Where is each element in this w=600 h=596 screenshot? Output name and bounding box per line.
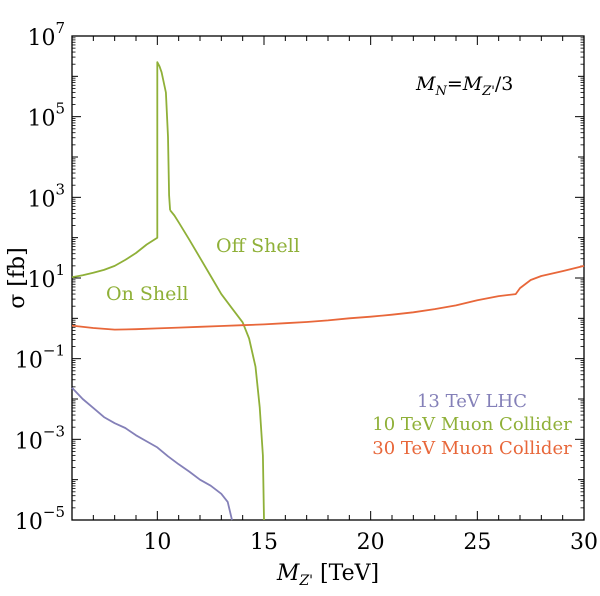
x-tick-label: 30 (570, 530, 598, 555)
y-tick-label: 10−3 (15, 422, 65, 454)
series-layer (71, 61, 585, 521)
y-tick-label: 105 (27, 100, 65, 132)
legend-muon-10: 10 TeV Muon Collider (372, 414, 572, 435)
y-tick-label: 103 (27, 180, 65, 212)
y-tick-labels: 107 105 103 101 10−1 10−3 10−5 (15, 19, 65, 535)
axis-ticks (71, 35, 585, 521)
legend-lhc: 13 TeV LHC (417, 391, 527, 412)
on-shell-label: On Shell (106, 283, 189, 305)
x-tick-labels: 10 15 20 25 30 (143, 530, 598, 555)
mass-relation-annotation: MN=MZ'/3 (415, 73, 513, 99)
y-tick-label: 10−5 (15, 503, 65, 535)
x-tick-label: 10 (143, 530, 171, 555)
x-tick-label: 20 (357, 530, 385, 555)
y-tick-label: 101 (27, 261, 65, 293)
off-shell-label: Off Shell (216, 235, 300, 257)
x-tick-label: 15 (250, 530, 278, 555)
series-line-muon10 (71, 61, 171, 279)
legend-muon-30: 30 TeV Muon Collider (372, 438, 572, 459)
y-tick-label: 107 (27, 19, 65, 51)
y-axis-title: σ [fb] (5, 247, 30, 308)
series-line-muon30 (71, 265, 585, 331)
x-axis-title: MZ' [TeV] (276, 561, 379, 589)
series-line-lhc (71, 387, 233, 521)
y-tick-label: 10−1 (15, 342, 65, 374)
series-line-muon10 (169, 209, 265, 521)
x-tick-label: 25 (463, 530, 491, 555)
